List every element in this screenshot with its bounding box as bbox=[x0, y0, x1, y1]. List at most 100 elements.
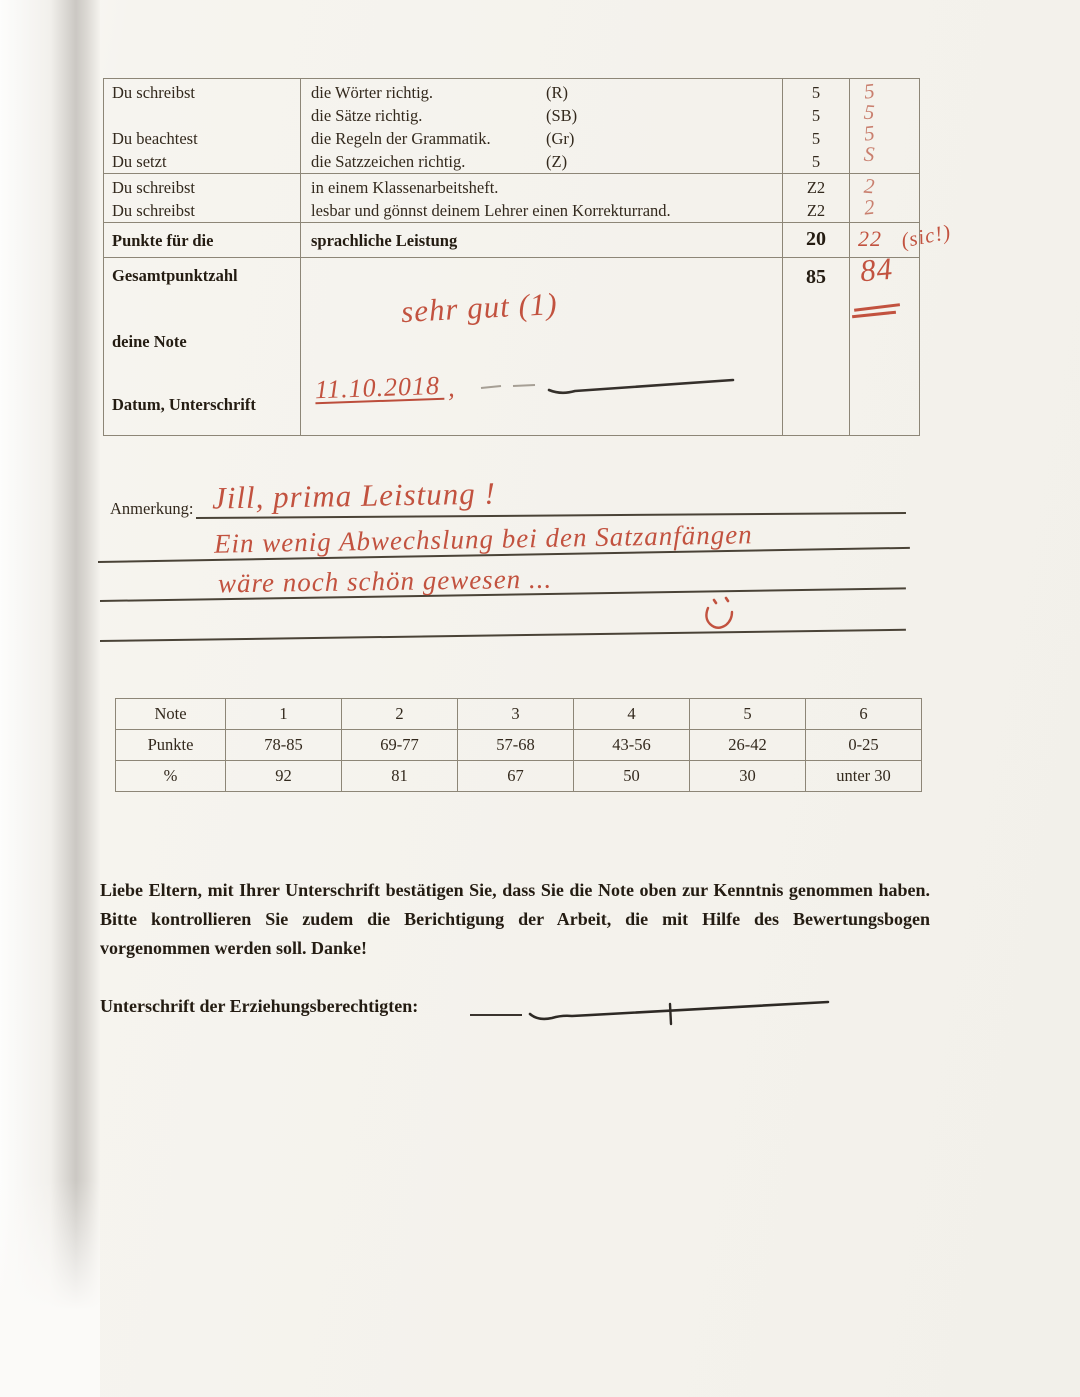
points-range: 43-56 bbox=[573, 729, 690, 761]
signature-blank-line bbox=[470, 1014, 522, 1016]
criteria-points-cell: 5 5 5 5 bbox=[782, 78, 850, 174]
form-marks-cell: 2 2 bbox=[849, 173, 920, 223]
grade-row-percent: % 92 81 67 50 30 unter 30 bbox=[115, 760, 922, 792]
total-points-cell: 85 bbox=[782, 257, 850, 436]
max-points: 5 bbox=[811, 106, 821, 125]
points-range: 0-25 bbox=[805, 729, 922, 761]
parent-note-paragraph: Liebe Eltern, mit Ihrer Unterschrift bes… bbox=[100, 880, 930, 958]
grade-value: 3 bbox=[457, 698, 574, 730]
criterion-subject: Du schreibst bbox=[112, 201, 195, 220]
grade-value: 4 bbox=[573, 698, 690, 730]
points-range: 69-77 bbox=[341, 729, 458, 761]
criterion-code: (Z) bbox=[546, 152, 568, 171]
parent-signature-stroke bbox=[528, 1000, 830, 1026]
grade-value: 5 bbox=[689, 698, 806, 730]
subtotal-desc-cell: sprachliche Leistung bbox=[300, 222, 783, 258]
score-row-total: Gesamtpunktzahl deine Note Datum, Unters… bbox=[103, 250, 920, 436]
criterion-desc: die Satzzeichen richtig. (Z) bbox=[301, 150, 782, 173]
handwritten-grade: sehr gut (1) bbox=[400, 285, 559, 330]
criterion-subject: Du schreibst bbox=[112, 178, 195, 197]
score-row-form: Du schreibst Du schreibst in einem Klass… bbox=[103, 173, 920, 223]
criterion-subject: Du schreibst bbox=[112, 83, 195, 102]
points-range: 26-42 bbox=[689, 729, 806, 761]
criterion-subject-blank bbox=[104, 104, 300, 127]
max-points: Z2 bbox=[806, 178, 826, 197]
handwritten-date: 11.10.2018 bbox=[314, 371, 445, 405]
subtotal-points: 20 bbox=[806, 228, 826, 250]
grade-label: deine Note bbox=[112, 332, 187, 351]
grade-row-punkte: Punkte 78-85 69-77 57-68 43-56 26-42 0-2… bbox=[115, 729, 922, 761]
total-left-cell: Gesamtpunktzahl deine Note Datum, Unters… bbox=[103, 257, 301, 436]
percent-value: 81 bbox=[341, 760, 458, 792]
criterion-code: (R) bbox=[546, 83, 568, 102]
percent-value: unter 30 bbox=[805, 760, 922, 792]
form-points-cell: Z2 Z2 bbox=[782, 173, 850, 223]
points-range: 57-68 bbox=[457, 729, 574, 761]
criteria-desc-cell: die Wörter richtig. (R) die Sätze richti… bbox=[300, 78, 783, 174]
percent-value: 50 bbox=[573, 760, 690, 792]
max-points: 5 bbox=[811, 83, 821, 102]
subtotal-left-cell: Punkte für die bbox=[103, 222, 301, 258]
remark-handwriting-line3: wäre noch schön gewesen ... bbox=[217, 563, 553, 599]
handwritten-comma: , bbox=[448, 373, 456, 402]
remark-label: Anmerkung: bbox=[110, 499, 194, 518]
criterion-text: in einem Klassenarbeitsheft. bbox=[311, 178, 499, 197]
subtotal-points-cell: 20 bbox=[782, 222, 850, 258]
points-range: 78-85 bbox=[225, 729, 342, 761]
total-marks-cell: 84 bbox=[849, 250, 920, 436]
subtotal-marks-cell: 22 bbox=[849, 222, 920, 258]
teacher-mark: 5 bbox=[863, 99, 877, 125]
score-table: Du schreibst Du beachtest Du setzt die W… bbox=[103, 78, 920, 436]
teacher-mark: 2 bbox=[863, 173, 877, 199]
percent-value: 67 bbox=[457, 760, 574, 792]
scan-edge-fade bbox=[0, 1180, 100, 1397]
score-row-subtotal: Punkte für die sprachliche Leistung 20 2… bbox=[103, 222, 920, 258]
smiley-icon bbox=[705, 596, 734, 629]
subtotal-label: Punkte für die bbox=[112, 231, 214, 250]
score-row-criteria: Du schreibst Du beachtest Du setzt die W… bbox=[103, 78, 920, 174]
total-points: 85 bbox=[806, 266, 826, 288]
teacher-mark: 5 bbox=[862, 120, 877, 146]
criterion-text: die Regeln der Grammatik. bbox=[311, 129, 491, 148]
form-desc-cell: in einem Klassenarbeitsheft. lesbar und … bbox=[300, 173, 783, 223]
handwritten-date-row: 11.10.2018 , bbox=[314, 371, 456, 405]
ruled-line bbox=[99, 628, 906, 642]
criteria-marks-cell: 5 5 5 S bbox=[849, 78, 920, 174]
grade-row-note: Note 1 2 3 4 5 6 bbox=[115, 698, 922, 730]
subtotal-desc: sprachliche Leistung bbox=[311, 231, 458, 250]
percent-value: 92 bbox=[225, 760, 342, 792]
criterion-desc: die Sätze richtig. (SB) bbox=[301, 104, 782, 127]
criterion-desc: die Regeln der Grammatik. (Gr) bbox=[301, 127, 782, 150]
criterion-text: die Wörter richtig. bbox=[311, 83, 434, 102]
total-label: Gesamtpunktzahl bbox=[112, 266, 238, 285]
grade-row-label: % bbox=[115, 760, 226, 792]
max-points: 5 bbox=[811, 129, 821, 148]
criterion-desc: die Wörter richtig. (R) bbox=[301, 81, 782, 104]
form-left-cell: Du schreibst Du schreibst bbox=[103, 173, 301, 223]
remark-handwriting-line2: Ein wenig Abwechslung bei den Satzanfäng… bbox=[213, 519, 753, 559]
criterion-code: (SB) bbox=[546, 106, 578, 125]
criterion-text: die Satzzeichen richtig. bbox=[311, 152, 466, 171]
teacher-mark: 5 bbox=[862, 78, 877, 104]
percent-value: 30 bbox=[689, 760, 806, 792]
total-middle-cell: sehr gut (1) 11.10.2018 , bbox=[300, 257, 783, 436]
teacher-total-mark: 84 bbox=[858, 250, 895, 289]
parent-signature-label: Unterschrift der Erziehungsberechtigten: bbox=[100, 996, 419, 1016]
max-points: 5 bbox=[811, 152, 821, 171]
grade-conversion-table: Note 1 2 3 4 5 6 Punkte 78-85 69-77 57-6… bbox=[115, 698, 922, 792]
date-signature-label: Datum, Unterschrift bbox=[112, 395, 256, 414]
scan-edge-shadow bbox=[0, 0, 100, 1397]
teacher-subtotal-mark: 22 bbox=[858, 226, 882, 251]
total-underline-2 bbox=[851, 310, 897, 318]
grade-row-label: Note bbox=[115, 698, 226, 730]
criterion-text: die Sätze richtig. bbox=[311, 106, 423, 125]
remark-handwriting-line1: Jill, prima Leistung ! bbox=[211, 475, 497, 516]
max-points: Z2 bbox=[806, 201, 826, 220]
teacher-signature-stroke bbox=[480, 378, 735, 395]
criterion-code: (Gr) bbox=[546, 129, 575, 148]
teacher-mark: S bbox=[863, 141, 877, 167]
criteria-left-cell: Du schreibst Du beachtest Du setzt bbox=[103, 78, 301, 174]
grade-value: 6 bbox=[805, 698, 922, 730]
teacher-mark: 2 bbox=[862, 194, 877, 220]
